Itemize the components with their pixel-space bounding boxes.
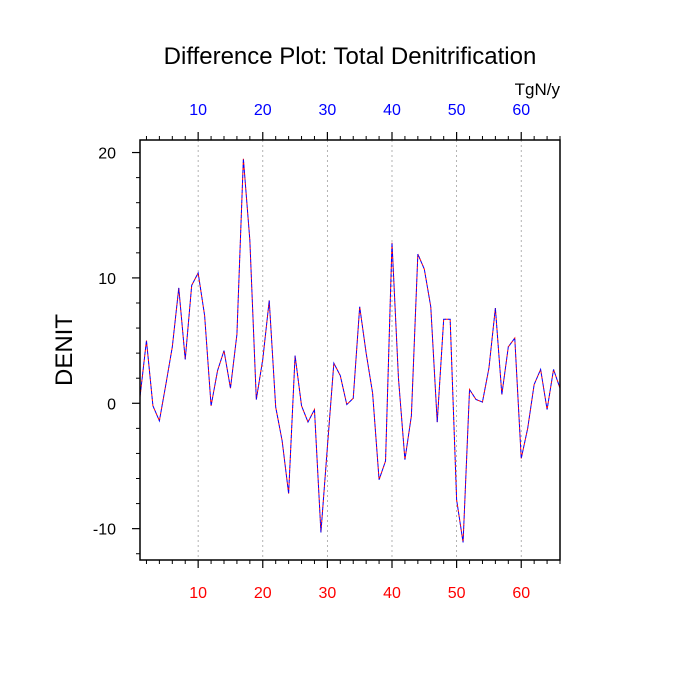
top-tick-label: 50 <box>448 102 466 119</box>
top-tick-label: 30 <box>318 102 336 119</box>
units-label: TgN/y <box>515 80 561 99</box>
series-line-2 <box>139 158 561 543</box>
minor-ticks <box>136 136 561 564</box>
y-axis-label: DENIT <box>51 314 78 386</box>
plot-frame <box>139 139 561 561</box>
bottom-tick-label: 60 <box>512 585 530 602</box>
bottom-axis-tick-labels: 10 20 30 40 50 60 <box>189 585 530 602</box>
major-ticks <box>132 132 522 568</box>
left-tick-label: 10 <box>98 271 116 288</box>
left-tick-label: -10 <box>93 522 116 539</box>
chart-title: Difference Plot: Total Denitrification <box>164 43 537 70</box>
left-tick-label: 0 <box>107 396 116 413</box>
bottom-tick-label: 20 <box>254 585 272 602</box>
top-axis-tick-labels: 10 20 30 40 50 60 <box>189 102 530 119</box>
left-tick-label: 20 <box>98 146 116 163</box>
top-tick-label: 10 <box>189 102 207 119</box>
top-tick-label: 60 <box>512 102 530 119</box>
left-axis-tick-labels: -10 0 10 20 <box>93 146 116 539</box>
bottom-tick-label: 50 <box>448 585 466 602</box>
bottom-tick-label: 30 <box>318 585 336 602</box>
series-lines <box>139 158 561 543</box>
grid-lines <box>197 140 522 560</box>
top-tick-label: 40 <box>383 102 401 119</box>
bottom-tick-label: 10 <box>189 585 207 602</box>
bottom-tick-label: 40 <box>383 585 401 602</box>
top-tick-label: 20 <box>254 102 272 119</box>
series-line-1 <box>139 158 561 543</box>
